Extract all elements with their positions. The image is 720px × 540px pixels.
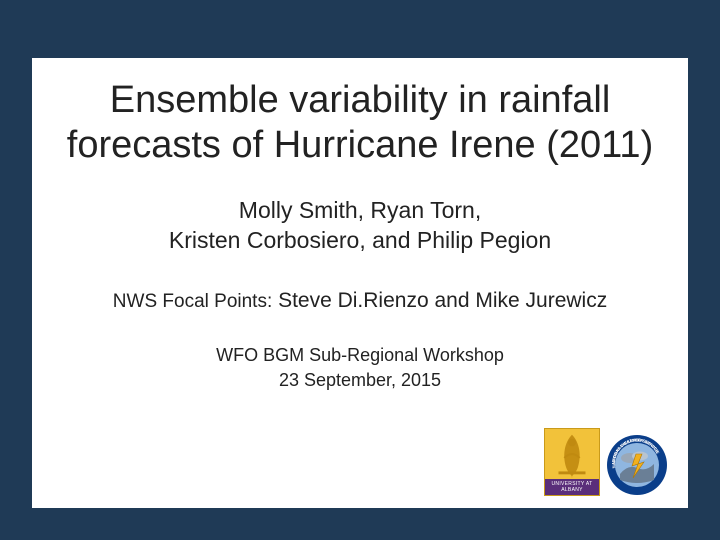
title-slide-card: Ensemble variability in rainfall forecas… xyxy=(32,58,688,508)
logo-row: UNIVERSITY AT ALBANY NATIONAL WEATHER SE… xyxy=(544,428,668,496)
authors-line-2: Kristen Corbosiero, and Philip Pegion xyxy=(60,226,660,256)
focal-points-names: Steve Di.Rienzo and Mike Jurewicz xyxy=(272,289,607,312)
authors-line-1: Molly Smith, Ryan Torn, xyxy=(60,196,660,226)
nws-logo-svg: NATIONAL WEATHER SERVICE NATIONAL WEATHE… xyxy=(606,434,668,496)
slide-title: Ensemble variability in rainfall forecas… xyxy=(60,78,660,168)
authors-block: Molly Smith, Ryan Torn, Kristen Corbosie… xyxy=(60,196,660,256)
venue-line-2: 23 September, 2015 xyxy=(60,368,660,392)
venue-block: WFO BGM Sub-Regional Workshop 23 Septemb… xyxy=(60,343,660,392)
nws-logo-icon: NATIONAL WEATHER SERVICE NATIONAL WEATHE… xyxy=(606,434,668,496)
focal-points-line: NWS Focal Points: Steve Di.Rienzo and Mi… xyxy=(60,289,660,313)
venue-line-1: WFO BGM Sub-Regional Workshop xyxy=(60,343,660,367)
university-logo-caption: UNIVERSITY AT ALBANY xyxy=(545,481,599,493)
university-logo-icon: UNIVERSITY AT ALBANY xyxy=(544,428,600,496)
focal-points-label: NWS Focal Points: xyxy=(113,291,272,312)
